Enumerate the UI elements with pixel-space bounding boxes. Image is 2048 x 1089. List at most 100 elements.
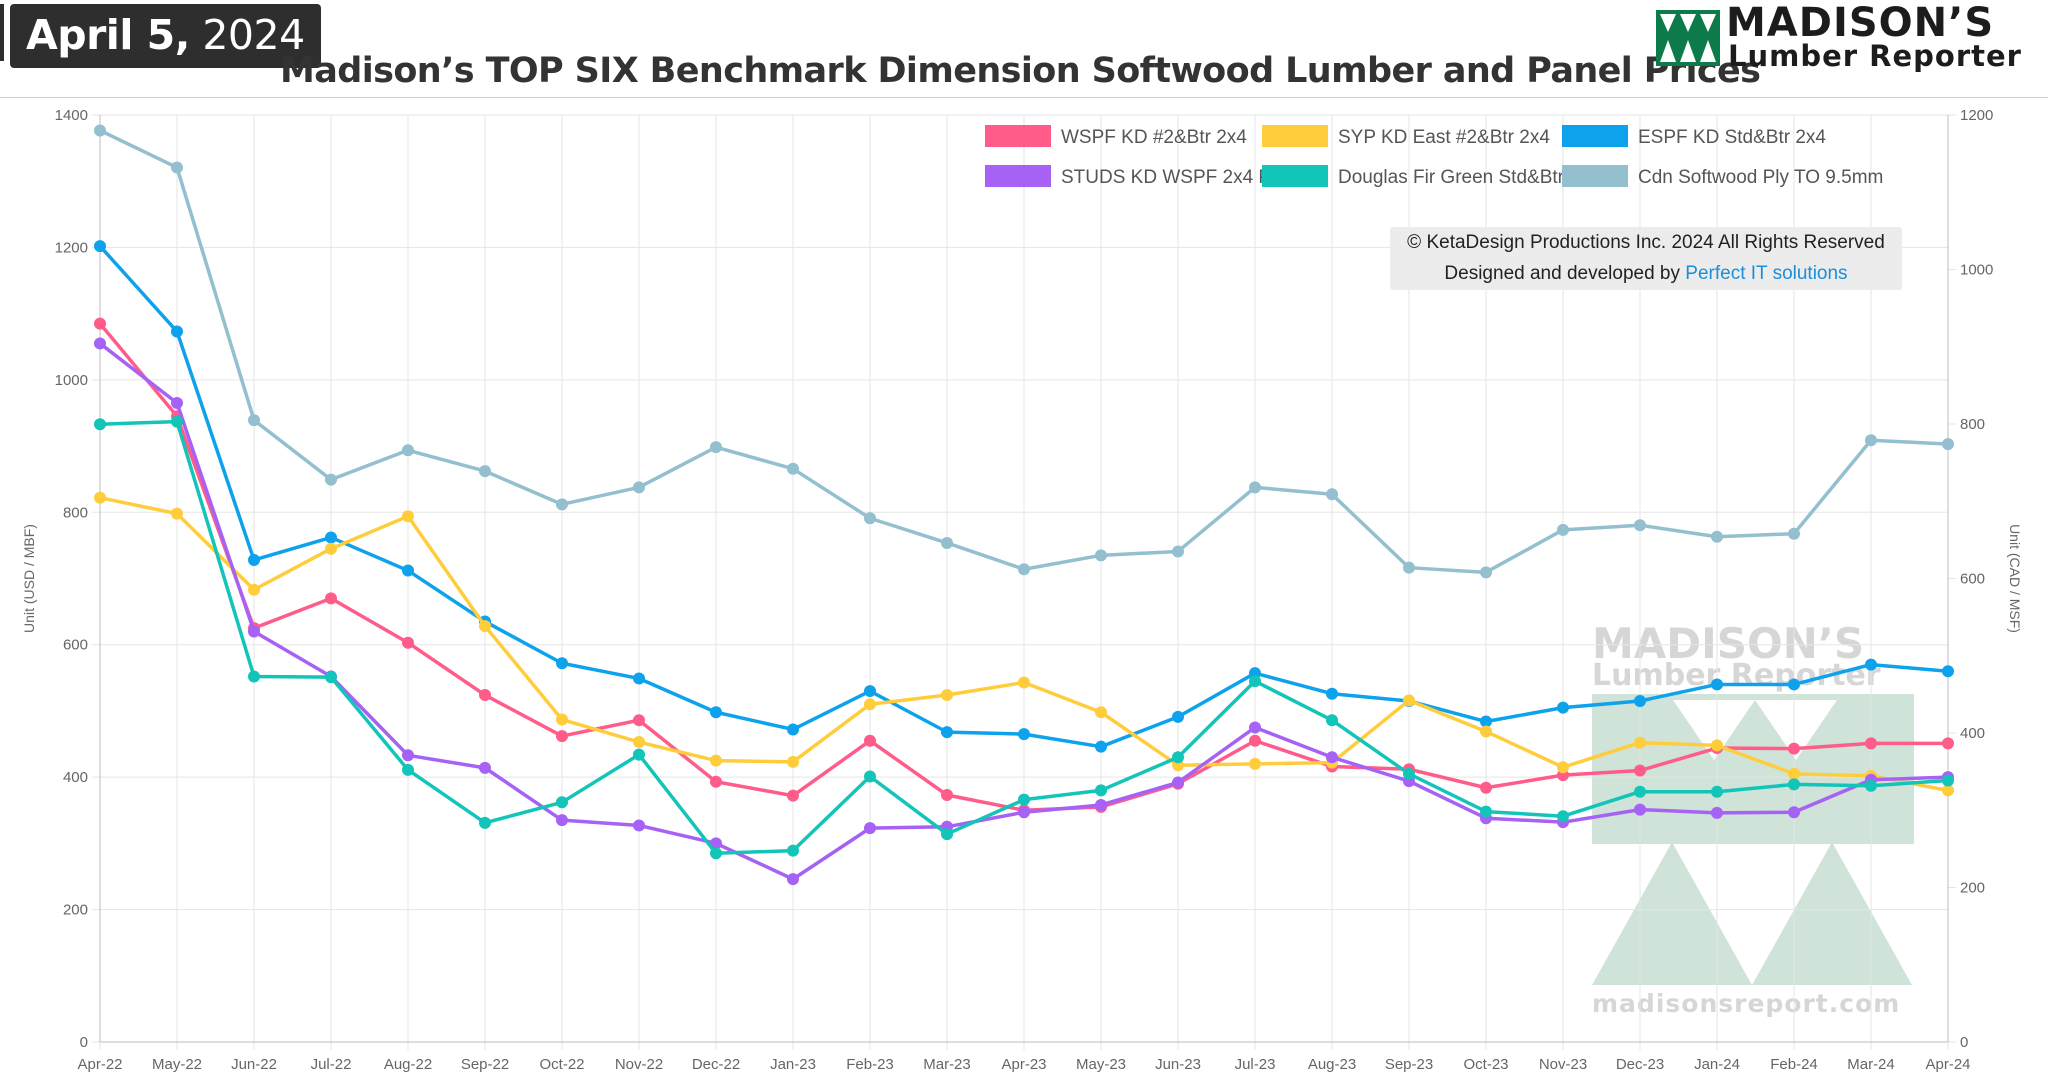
data-point bbox=[864, 685, 876, 698]
data-point bbox=[479, 689, 491, 702]
data-point bbox=[402, 749, 414, 762]
data-point bbox=[864, 698, 876, 711]
data-point bbox=[1249, 734, 1261, 747]
data-point bbox=[1711, 785, 1723, 798]
madisons-logo-icon bbox=[1656, 10, 1720, 66]
data-point bbox=[864, 512, 876, 525]
legend-swatch bbox=[1262, 165, 1328, 187]
data-point bbox=[1788, 767, 1800, 780]
y-tick-label: 1000 bbox=[55, 372, 88, 389]
legend-swatch bbox=[985, 125, 1051, 147]
data-point bbox=[633, 736, 645, 749]
data-point bbox=[864, 822, 876, 835]
date-badge: April 5, 2024 bbox=[10, 4, 321, 68]
data-point bbox=[1788, 806, 1800, 819]
data-point bbox=[633, 481, 645, 494]
x-tick-label: Jul-22 bbox=[311, 1056, 352, 1073]
y2-axis-title: Unit (CAD / MSF) bbox=[2007, 524, 2023, 633]
data-point bbox=[1095, 798, 1107, 811]
data-point bbox=[171, 325, 183, 338]
data-point bbox=[556, 796, 568, 809]
data-point bbox=[710, 754, 722, 767]
data-point bbox=[1942, 784, 1954, 797]
data-point bbox=[1711, 806, 1723, 819]
data-point bbox=[710, 847, 722, 860]
data-point bbox=[787, 462, 799, 475]
date-badge-accent bbox=[0, 4, 4, 61]
data-point bbox=[1634, 764, 1646, 777]
date-year: 2024 bbox=[202, 11, 305, 59]
data-point bbox=[1942, 774, 1954, 787]
data-point bbox=[325, 473, 337, 486]
page-title: Madison’s TOP SIX Benchmark Dimension So… bbox=[280, 51, 1761, 91]
data-point bbox=[479, 465, 491, 478]
data-point bbox=[1942, 737, 1954, 750]
data-point bbox=[710, 775, 722, 788]
data-point bbox=[1018, 676, 1030, 689]
data-point bbox=[787, 844, 799, 857]
data-point bbox=[787, 873, 799, 886]
y-tick-label: 1200 bbox=[55, 239, 88, 256]
perfect-it-link[interactable]: Perfect IT solutions bbox=[1685, 263, 1848, 284]
data-point bbox=[710, 441, 722, 454]
x-tick-label: Aug-22 bbox=[384, 1056, 432, 1073]
y2-tick-label: 200 bbox=[1960, 880, 1985, 897]
data-point bbox=[1249, 721, 1261, 734]
x-tick-label: Jun-22 bbox=[231, 1056, 277, 1073]
y-tick-label: 1400 bbox=[55, 107, 88, 124]
legend-label: WSPF KD #2&Btr 2x4 bbox=[1061, 127, 1247, 148]
logo-subtitle: Lumber Reporter bbox=[1728, 39, 2022, 73]
watermark-subtitle: Lumber Reporter bbox=[1592, 658, 1881, 693]
x-tick-label: Oct-22 bbox=[539, 1056, 584, 1073]
x-tick-label: Mar-24 bbox=[1847, 1056, 1895, 1073]
x-tick-label: Apr-22 bbox=[77, 1056, 122, 1073]
data-point bbox=[248, 583, 260, 596]
data-point bbox=[1557, 523, 1569, 536]
data-point bbox=[1018, 728, 1030, 741]
data-point bbox=[1634, 736, 1646, 749]
data-point bbox=[1095, 706, 1107, 719]
data-point bbox=[171, 397, 183, 410]
watermark-notch bbox=[1673, 700, 1755, 760]
data-point bbox=[1249, 481, 1261, 494]
data-point bbox=[1095, 549, 1107, 562]
data-point bbox=[556, 730, 568, 743]
data-point bbox=[1942, 665, 1954, 678]
data-point bbox=[941, 726, 953, 739]
data-point bbox=[1018, 806, 1030, 819]
date-month-day: April 5, bbox=[26, 11, 190, 59]
data-point bbox=[1172, 776, 1184, 789]
y-tick-label: 200 bbox=[63, 902, 88, 919]
data-point bbox=[1634, 803, 1646, 816]
data-point bbox=[1865, 779, 1877, 792]
y-tick-label: 400 bbox=[63, 769, 88, 786]
x-tick-label: Sep-23 bbox=[1385, 1056, 1433, 1073]
data-point bbox=[1788, 527, 1800, 540]
legend-swatch bbox=[1262, 125, 1328, 147]
legend-swatch bbox=[1562, 165, 1628, 187]
legend-swatch bbox=[985, 165, 1051, 187]
madisons-logo: MADISON’S Lumber Reporter bbox=[1656, 0, 2046, 73]
data-point bbox=[1326, 687, 1338, 700]
legend-label: Douglas Fir Green Std&Btr 2x4 bbox=[1338, 167, 1600, 188]
data-point bbox=[556, 657, 568, 670]
data-point bbox=[479, 620, 491, 633]
data-point bbox=[787, 723, 799, 736]
x-tick-label: Apr-24 bbox=[1925, 1056, 1970, 1073]
data-point bbox=[941, 828, 953, 841]
data-point bbox=[1865, 434, 1877, 447]
data-point bbox=[1865, 737, 1877, 750]
data-point bbox=[171, 415, 183, 428]
data-point bbox=[787, 789, 799, 802]
data-point bbox=[1326, 751, 1338, 764]
data-point bbox=[171, 507, 183, 520]
data-point bbox=[1557, 761, 1569, 774]
data-point bbox=[1788, 778, 1800, 791]
y2-tick-label: 800 bbox=[1960, 416, 1985, 433]
data-point bbox=[1403, 767, 1415, 780]
x-tick-label: Jan-24 bbox=[1694, 1056, 1740, 1073]
x-tick-label: Nov-23 bbox=[1539, 1056, 1587, 1073]
chart-axes: 0 200 400 600 800 1000 1200 1400 0 200 400 600 800 10… bbox=[21, 107, 2023, 1073]
data-point bbox=[633, 714, 645, 727]
